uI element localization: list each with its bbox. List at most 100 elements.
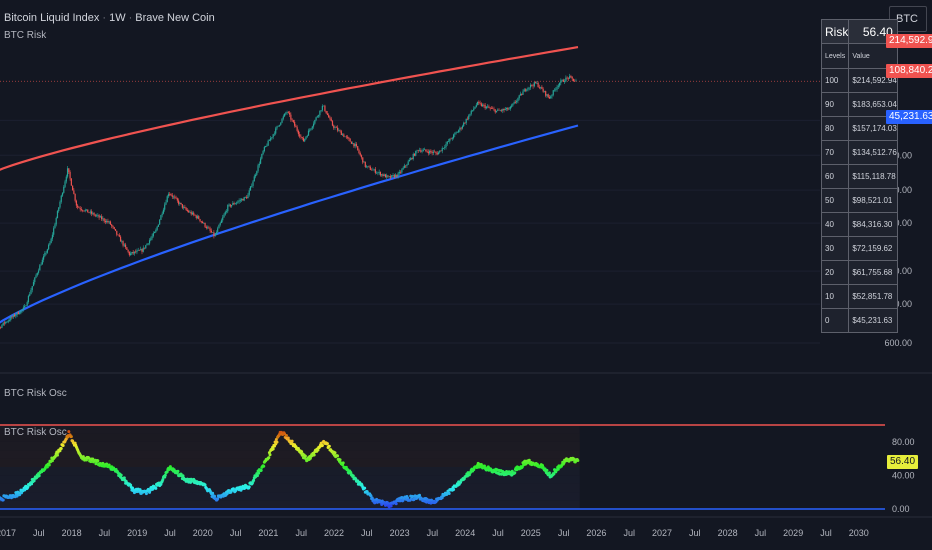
- osc-point: [338, 458, 342, 462]
- candle-body: [185, 208, 187, 211]
- candle-body: [400, 171, 402, 173]
- time-axis[interactable]: 2017 Jul 2018 Jul 2019 Jul 2020 Jul 2021 Jul 2022 J…: [0, 516, 932, 538]
- candle-body: [426, 150, 428, 152]
- candle-body: [312, 123, 315, 127]
- candle-body: [516, 100, 518, 103]
- candle-body: [470, 110, 472, 114]
- candle-body: [479, 102, 481, 104]
- osc-axis[interactable]: 80.00 40.00 0.00: [892, 437, 915, 514]
- osc-point: [247, 485, 251, 489]
- candle-body: [374, 169, 376, 173]
- candle-body: [11, 316, 13, 318]
- candle-body: [343, 134, 345, 137]
- last-price-tag: 108,840.25: [886, 64, 932, 78]
- candle-body: [552, 90, 554, 95]
- osc-point: [300, 450, 304, 454]
- candle-body: [542, 89, 544, 92]
- candle-body: [104, 221, 107, 223]
- candle-body: [297, 130, 300, 135]
- candle-body: [233, 203, 235, 205]
- candle-body: [234, 203, 236, 205]
- candle-body: [29, 294, 31, 296]
- candle-body: [365, 166, 368, 168]
- candle-body: [485, 106, 487, 109]
- candle-body: [367, 166, 369, 168]
- osc-zone: [0, 467, 580, 476]
- timeframe[interactable]: 1W: [109, 12, 126, 24]
- osc-point: [59, 447, 63, 451]
- candle-body: [103, 218, 105, 222]
- candle-body: [210, 230, 212, 233]
- candle-body: [326, 113, 329, 115]
- candle-body: [217, 228, 219, 233]
- candle-body: [529, 84, 532, 88]
- candle-body: [79, 208, 81, 210]
- candle-body: [138, 250, 141, 251]
- candle-body: [15, 315, 17, 317]
- osc-point: [58, 449, 62, 453]
- candle-body: [143, 247, 146, 249]
- candle-body: [106, 220, 108, 223]
- candle-body: [276, 126, 278, 129]
- risk-level-row: 30 $72,159.62: [820, 236, 898, 261]
- candle-body: [118, 234, 120, 237]
- candle-body: [170, 194, 172, 196]
- candle-body: [251, 185, 253, 187]
- candle-body: [196, 216, 199, 218]
- candle-body: [20, 310, 22, 314]
- candle-body: [571, 76, 573, 79]
- candle-body: [113, 227, 115, 229]
- candle-body: [362, 157, 364, 163]
- candle-body: [123, 244, 125, 246]
- candle-body: [34, 277, 36, 283]
- candle-body: [522, 91, 524, 95]
- osc-point: [267, 456, 271, 460]
- osc-point: [262, 464, 266, 468]
- candle-body: [272, 134, 274, 138]
- candle-body: [402, 167, 404, 170]
- risk-level-row: 0 $45,231.63: [820, 308, 898, 333]
- risk-level-price: $45,231.63: [848, 308, 898, 333]
- lower-band-line: [0, 124, 579, 324]
- candle-body: [388, 176, 390, 177]
- data-source: Brave New Coin: [135, 12, 215, 24]
- candle-body: [199, 219, 201, 222]
- osc-point: [341, 461, 345, 465]
- candle-body: [273, 133, 276, 135]
- indicator-label-osc[interactable]: BTC Risk Osc: [4, 388, 67, 399]
- candle-body: [368, 166, 370, 168]
- candle-body: [556, 86, 558, 90]
- candle-body: [205, 226, 207, 229]
- candle-body: [526, 89, 528, 91]
- indicator-label-btc-risk[interactable]: BTC Risk: [4, 30, 47, 41]
- candle-body: [184, 206, 186, 209]
- candle-body: [299, 134, 301, 137]
- candle-body: [22, 307, 25, 310]
- candle-body: [328, 114, 330, 118]
- time-tick-label: Jul: [164, 528, 176, 538]
- candle-body: [292, 120, 294, 122]
- candle-body: [98, 215, 100, 218]
- candle-body: [460, 127, 462, 129]
- osc-series: [0, 430, 580, 509]
- osc-point: [32, 479, 36, 483]
- candle-body: [411, 158, 413, 160]
- osc-point: [513, 471, 517, 475]
- candle-body: [532, 85, 534, 87]
- risk-level: 10: [820, 284, 850, 309]
- osc-zone: [0, 458, 580, 467]
- osc-tick-label: 0.00: [892, 504, 910, 514]
- candle-body: [412, 153, 414, 160]
- candle-body: [56, 211, 59, 219]
- candle-body: [152, 233, 154, 237]
- osc-point: [284, 433, 288, 437]
- candle-body: [142, 247, 144, 252]
- candle-body: [436, 152, 438, 155]
- candle-body: [174, 196, 176, 198]
- osc-point: [252, 478, 256, 482]
- candle-body: [111, 224, 113, 226]
- osc-point: [336, 454, 340, 458]
- candle-body: [363, 161, 365, 163]
- risk-level-price: $84,316.30: [848, 212, 898, 237]
